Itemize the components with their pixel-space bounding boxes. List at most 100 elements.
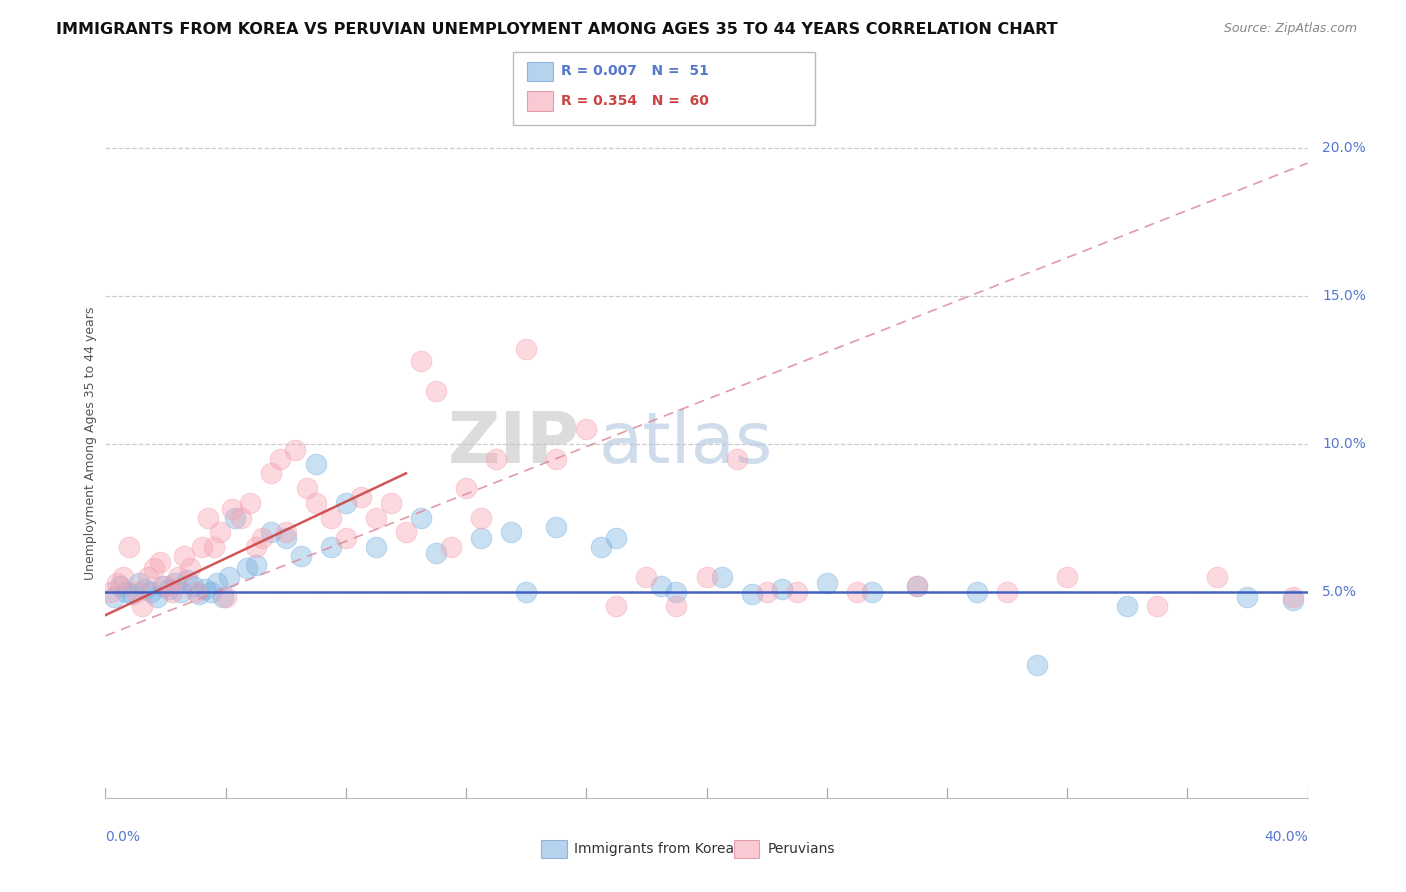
Point — [250, 532, 273, 546]
Point — [995, 584, 1018, 599]
Point — [181, 578, 204, 592]
Point — [440, 540, 463, 554]
Point — [905, 578, 928, 592]
Point — [295, 481, 318, 495]
Point — [245, 558, 267, 572]
Point — [179, 561, 201, 575]
Point — [214, 591, 236, 605]
Point — [103, 591, 125, 605]
Text: 0.0%: 0.0% — [105, 830, 141, 844]
Point — [169, 584, 191, 599]
Point — [770, 582, 793, 596]
Point — [815, 575, 838, 590]
Text: 5.0%: 5.0% — [1322, 584, 1357, 599]
Point — [184, 584, 207, 599]
Point — [966, 584, 988, 599]
Point — [725, 451, 748, 466]
Point — [194, 582, 217, 596]
Point — [319, 510, 342, 524]
Point — [305, 496, 328, 510]
Point — [131, 599, 153, 614]
Point — [163, 575, 186, 590]
Point — [786, 584, 808, 599]
Point — [636, 570, 658, 584]
Point — [224, 510, 246, 524]
Text: 10.0%: 10.0% — [1322, 437, 1365, 450]
Point — [211, 591, 233, 605]
Point — [152, 578, 174, 592]
Point — [665, 599, 688, 614]
Point — [755, 584, 778, 599]
Point — [110, 578, 132, 592]
Point — [221, 501, 243, 516]
Point — [157, 582, 180, 596]
Point — [208, 525, 231, 540]
Point — [260, 467, 283, 481]
Point — [605, 532, 627, 546]
Point — [200, 584, 222, 599]
Point — [710, 570, 733, 584]
Point — [470, 510, 492, 524]
Point — [364, 540, 387, 554]
Point — [364, 510, 387, 524]
Point — [155, 578, 177, 592]
Point — [335, 532, 357, 546]
Point — [260, 525, 283, 540]
Point — [128, 575, 150, 590]
Point — [115, 584, 138, 599]
Point — [139, 584, 162, 599]
Point — [142, 561, 165, 575]
Text: 20.0%: 20.0% — [1322, 141, 1365, 155]
Point — [591, 540, 613, 554]
Point — [190, 540, 212, 554]
Point — [501, 525, 523, 540]
Point — [173, 549, 195, 563]
Text: Peruvians: Peruvians — [768, 842, 835, 856]
Point — [121, 587, 143, 601]
Text: 40.0%: 40.0% — [1264, 830, 1308, 844]
Point — [229, 510, 252, 524]
Text: ZIP: ZIP — [449, 409, 581, 478]
Point — [218, 570, 240, 584]
Point — [335, 496, 357, 510]
Point — [1281, 591, 1303, 605]
Point — [100, 584, 122, 599]
Point — [409, 510, 432, 524]
Point — [136, 570, 159, 584]
Point — [269, 451, 291, 466]
Y-axis label: Unemployment Among Ages 35 to 44 years: Unemployment Among Ages 35 to 44 years — [84, 307, 97, 581]
Point — [696, 570, 718, 584]
Point — [1281, 593, 1303, 607]
Point — [319, 540, 342, 554]
Point — [274, 525, 297, 540]
Point — [409, 354, 432, 368]
Text: Immigrants from Korea: Immigrants from Korea — [574, 842, 734, 856]
Point — [176, 573, 198, 587]
Point — [118, 540, 141, 554]
Point — [1206, 570, 1229, 584]
Text: atlas: atlas — [599, 409, 773, 478]
Point — [741, 587, 763, 601]
Point — [1116, 599, 1139, 614]
Point — [515, 342, 537, 356]
Point — [485, 451, 508, 466]
Point — [202, 540, 225, 554]
Point — [425, 546, 447, 560]
Point — [575, 422, 598, 436]
Point — [470, 532, 492, 546]
Text: 15.0%: 15.0% — [1322, 289, 1365, 303]
Point — [905, 578, 928, 592]
Point — [148, 555, 170, 569]
Point — [124, 584, 146, 599]
Point — [205, 575, 228, 590]
Point — [305, 458, 328, 472]
Point — [112, 570, 135, 584]
Point — [145, 591, 167, 605]
Point — [1236, 591, 1258, 605]
Point — [290, 549, 312, 563]
Point — [650, 578, 672, 592]
Point — [197, 510, 219, 524]
Point — [245, 540, 267, 554]
Text: R = 0.007   N =  51: R = 0.007 N = 51 — [561, 64, 709, 78]
Point — [395, 525, 418, 540]
